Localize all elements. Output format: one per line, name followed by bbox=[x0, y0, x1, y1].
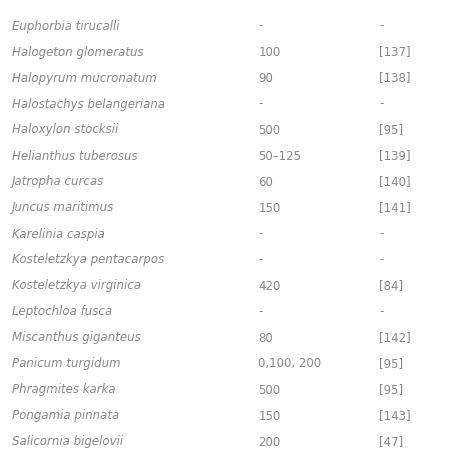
Text: [84]: [84] bbox=[379, 280, 403, 292]
Text: [139]: [139] bbox=[379, 149, 411, 163]
Text: 500: 500 bbox=[258, 383, 281, 396]
Text: Euphorbia tirucalli: Euphorbia tirucalli bbox=[12, 19, 119, 33]
Text: Panicum turgidum: Panicum turgidum bbox=[12, 357, 120, 371]
Text: [47]: [47] bbox=[379, 436, 403, 448]
Text: Miscanthus giganteus: Miscanthus giganteus bbox=[12, 331, 141, 345]
Text: -: - bbox=[379, 228, 383, 240]
Text: [95]: [95] bbox=[379, 357, 403, 371]
Text: 150: 150 bbox=[258, 201, 281, 215]
Text: [138]: [138] bbox=[379, 72, 410, 84]
Text: Jatropha curcas: Jatropha curcas bbox=[12, 175, 104, 189]
Text: -: - bbox=[258, 306, 263, 319]
Text: [95]: [95] bbox=[379, 124, 403, 137]
Text: Kosteletzkya pentacarpos: Kosteletzkya pentacarpos bbox=[12, 254, 164, 266]
Text: 500: 500 bbox=[258, 124, 281, 137]
Text: Leptochloa fusca: Leptochloa fusca bbox=[12, 306, 112, 319]
Text: 420: 420 bbox=[258, 280, 281, 292]
Text: -: - bbox=[258, 254, 263, 266]
Text: 200: 200 bbox=[258, 436, 281, 448]
Text: Phragmites karka: Phragmites karka bbox=[12, 383, 116, 396]
Text: -: - bbox=[379, 19, 383, 33]
Text: Haloxylon stocksii: Haloxylon stocksii bbox=[12, 124, 118, 137]
Text: Juncus maritimus: Juncus maritimus bbox=[12, 201, 114, 215]
Text: [137]: [137] bbox=[379, 46, 411, 58]
Text: -: - bbox=[379, 254, 383, 266]
Text: 100: 100 bbox=[258, 46, 281, 58]
Text: [95]: [95] bbox=[379, 383, 403, 396]
Text: -: - bbox=[258, 98, 263, 110]
Text: -: - bbox=[379, 98, 383, 110]
Text: [142]: [142] bbox=[379, 331, 411, 345]
Text: 50–125: 50–125 bbox=[258, 149, 301, 163]
Text: [143]: [143] bbox=[379, 410, 411, 422]
Text: Halogeton glomeratus: Halogeton glomeratus bbox=[12, 46, 144, 58]
Text: [141]: [141] bbox=[379, 201, 411, 215]
Text: 150: 150 bbox=[258, 410, 281, 422]
Text: 90: 90 bbox=[258, 72, 273, 84]
Text: -: - bbox=[258, 19, 263, 33]
Text: -: - bbox=[379, 306, 383, 319]
Text: Kosteletzkya virginica: Kosteletzkya virginica bbox=[12, 280, 141, 292]
Text: -: - bbox=[258, 228, 263, 240]
Text: 80: 80 bbox=[258, 331, 273, 345]
Text: Halopyrum mucronatum: Halopyrum mucronatum bbox=[12, 72, 156, 84]
Text: Halostachys belangeriana: Halostachys belangeriana bbox=[12, 98, 165, 110]
Text: Helianthus tuberosus: Helianthus tuberosus bbox=[12, 149, 137, 163]
Text: Salicornia bigelovii: Salicornia bigelovii bbox=[12, 436, 123, 448]
Text: 0,100, 200: 0,100, 200 bbox=[258, 357, 321, 371]
Text: Pongamia pinnata: Pongamia pinnata bbox=[12, 410, 119, 422]
Text: Karelinia caspia: Karelinia caspia bbox=[12, 228, 105, 240]
Text: [140]: [140] bbox=[379, 175, 411, 189]
Text: 60: 60 bbox=[258, 175, 273, 189]
